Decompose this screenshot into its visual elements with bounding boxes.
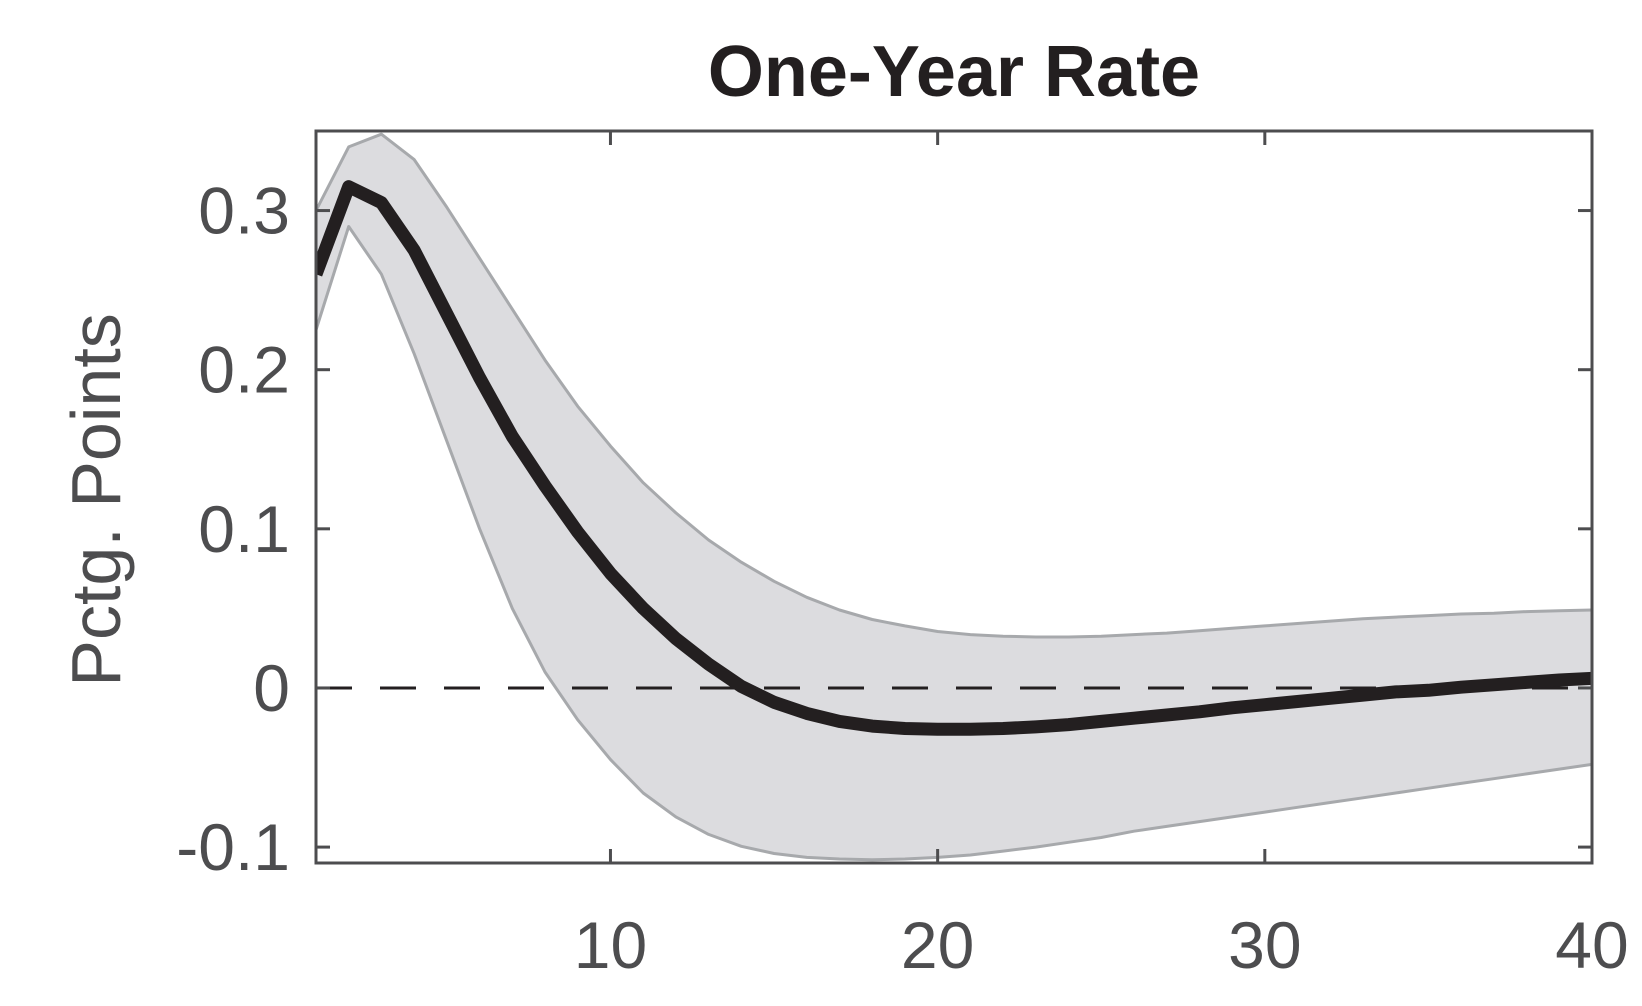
x-tick-label: 30 <box>1228 908 1301 982</box>
y-tick-label: 0.3 <box>198 174 290 248</box>
confidence-band-layer <box>316 132 1592 862</box>
upper-band-line <box>316 132 1592 639</box>
confidence-band <box>316 134 1592 860</box>
y-tick-label: 0.1 <box>198 492 290 566</box>
y-tick-labels: -0.1 0 0.1 0.2 0.3 <box>176 174 290 885</box>
plot-frame <box>314 129 1594 865</box>
x-tick-label: 40 <box>1555 908 1628 982</box>
x-tick-label: 10 <box>574 908 647 982</box>
y-tick-label: 0 <box>253 651 290 725</box>
median-line-layer <box>316 180 1592 736</box>
chart-title: One-Year Rate <box>708 32 1200 112</box>
median-response-line <box>316 180 1592 736</box>
y-tick-label: -0.1 <box>176 810 290 884</box>
lower-band-line <box>316 225 1592 862</box>
y-axis-label: Pctg. Points <box>57 313 135 687</box>
x-tick-labels: 10 20 30 40 <box>574 908 1629 982</box>
x-tick-label: 20 <box>901 908 974 982</box>
y-tick-label: 0.2 <box>198 333 290 407</box>
tick-layer <box>316 131 1594 863</box>
plot-area: 10 20 30 40 -0.1 0 0.1 0.2 0.3 <box>176 129 1629 982</box>
